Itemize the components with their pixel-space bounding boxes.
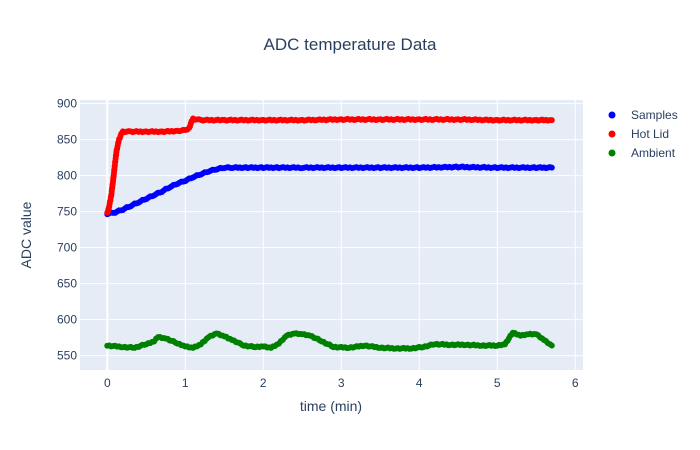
y-tick-label: 800 bbox=[57, 169, 77, 183]
y-tick-label: 900 bbox=[57, 97, 77, 111]
data-point bbox=[548, 164, 555, 171]
plot-area bbox=[80, 100, 583, 370]
legend-label: Samples bbox=[631, 108, 678, 122]
legend-item[interactable]: Samples bbox=[608, 108, 678, 122]
y-tick-label: 550 bbox=[57, 349, 77, 363]
x-tick-label: 3 bbox=[338, 376, 345, 390]
data-point bbox=[548, 342, 555, 349]
x-axis-label: time (min) bbox=[300, 398, 362, 414]
y-axis-label: ADC value bbox=[18, 201, 34, 268]
x-tick-label: 5 bbox=[494, 376, 501, 390]
y-tick-label: 650 bbox=[57, 277, 77, 291]
x-tick-label: 6 bbox=[572, 376, 579, 390]
y-tick-label: 750 bbox=[57, 205, 77, 219]
legend-label: Ambient bbox=[631, 146, 676, 160]
series-samples bbox=[104, 163, 555, 218]
data-point bbox=[548, 117, 555, 124]
legend-item[interactable]: Ambient bbox=[608, 146, 676, 160]
y-tick-label: 850 bbox=[57, 133, 77, 147]
series-hot-lid bbox=[104, 115, 555, 216]
y-tick-label: 700 bbox=[57, 241, 77, 255]
series-ambient bbox=[104, 329, 555, 352]
legend-item[interactable]: Hot Lid bbox=[608, 127, 670, 141]
x-tick-label: 1 bbox=[182, 376, 189, 390]
x-tick-label: 4 bbox=[416, 376, 423, 390]
legend[interactable]: Samples Hot Lid Ambient bbox=[608, 108, 678, 160]
grid bbox=[80, 100, 583, 370]
legend-marker bbox=[608, 111, 616, 119]
y-tick-label: 600 bbox=[57, 313, 77, 327]
x-tick-label: 2 bbox=[260, 376, 267, 390]
chart-title: ADC temperature Data bbox=[264, 35, 437, 54]
legend-label: Hot Lid bbox=[631, 127, 669, 141]
legend-marker bbox=[608, 149, 616, 157]
x-tick-label: 0 bbox=[104, 376, 111, 390]
tick-labels: 0 1 2 3 4 5 6 550 600 650 700 750 800 850 900 bbox=[57, 97, 579, 390]
data-points bbox=[104, 115, 555, 352]
legend-marker bbox=[608, 130, 616, 138]
